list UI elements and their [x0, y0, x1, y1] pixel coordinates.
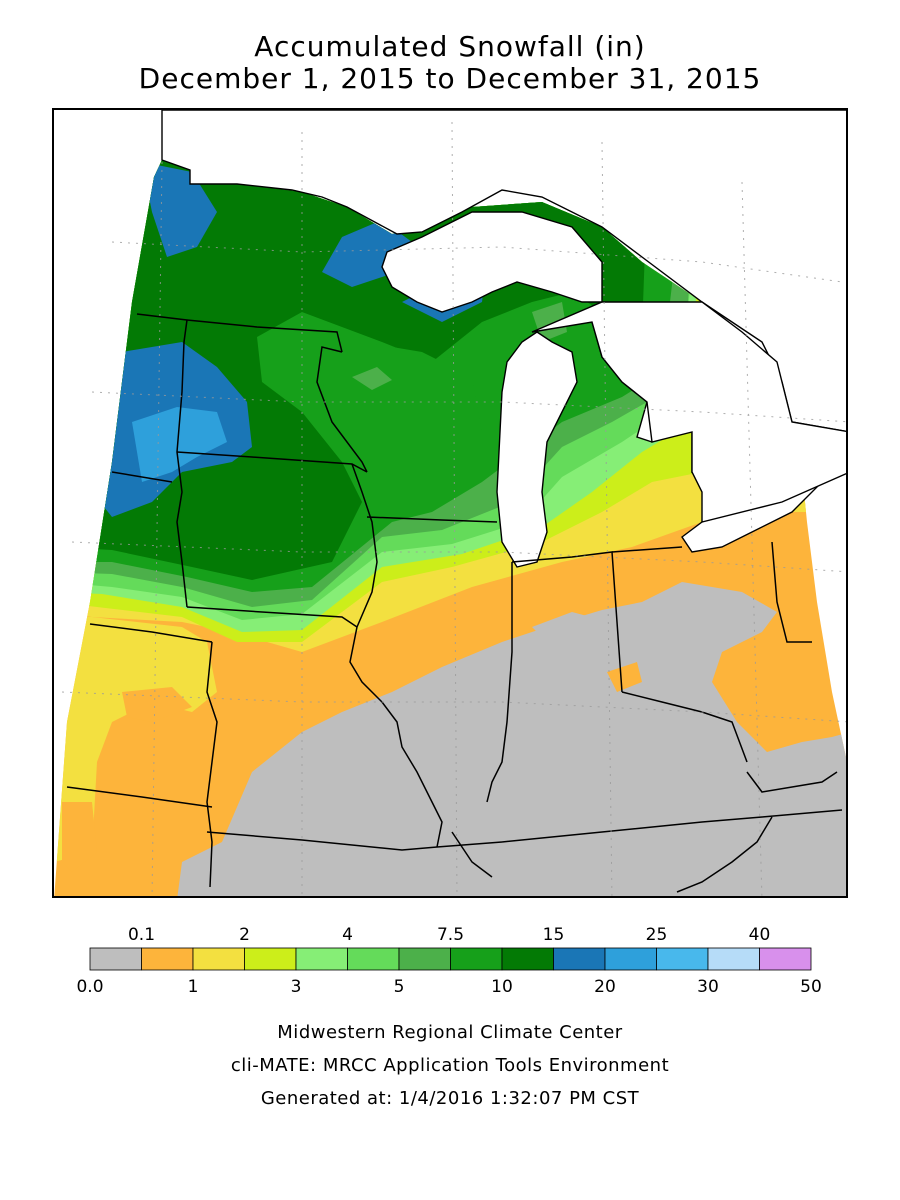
legend-top-label: 7.5: [437, 925, 464, 945]
legend-bottom-label: 50: [800, 977, 822, 997]
graticule: [61, 121, 846, 896]
legend-top-labels: 0.1 2 4 7.5 15 25 40: [128, 925, 770, 945]
credit-organization: Midwestern Regional Climate Center: [277, 1022, 623, 1043]
legend-swatch: [553, 947, 606, 971]
legend-bottom-label: 20: [594, 977, 616, 997]
legend-swatch: [398, 947, 451, 971]
legend-swatch: [89, 947, 142, 971]
legend-top-label: 2: [239, 925, 250, 945]
legend-top-label: 25: [646, 925, 668, 945]
legend-bottom-labels: 0.0 1 3 5 10 20 30 50: [76, 977, 821, 997]
legend-swatch: [244, 947, 297, 971]
legend-swatch: [759, 947, 812, 971]
legend-swatch: [604, 947, 657, 971]
snowfall-map: [52, 108, 848, 898]
generated-timestamp: Generated at: 1/4/2016 1:32:07 PM CST: [260, 1088, 640, 1109]
legend-swatch: [501, 947, 554, 971]
canada-region: [161, 110, 846, 523]
credit-tool: cli-MATE: MRCC Application Tools Environ…: [230, 1055, 670, 1076]
legend-top-label: 0.1: [128, 925, 155, 945]
legend-bottom-label: 5: [394, 977, 405, 997]
map-canvas: [54, 110, 846, 896]
legend-swatch: [347, 947, 400, 971]
legend-swatch: [192, 947, 245, 971]
legend-top-label: 40: [749, 925, 771, 945]
legend-swatch: [656, 947, 709, 971]
state-boundaries: [66, 313, 843, 893]
legend-bins: [89, 947, 812, 971]
legend-bottom-label: 0.0: [76, 977, 103, 997]
legend-bottom-label: 1: [188, 977, 199, 997]
legend-bottom-label: 3: [291, 977, 302, 997]
legend-top-label: 4: [342, 925, 353, 945]
legend-bottom-label: 10: [491, 977, 513, 997]
map-title: Accumulated Snowfall (in): [254, 30, 646, 63]
legend-bottom-label: 30: [697, 977, 719, 997]
legend-swatch: [450, 947, 503, 971]
map-date-range: December 1, 2015 to December 31, 2015: [138, 62, 762, 95]
legend-swatch: [141, 947, 194, 971]
legend-swatch: [707, 947, 760, 971]
legend-top-label: 15: [543, 925, 565, 945]
legend-swatch: [295, 947, 348, 971]
